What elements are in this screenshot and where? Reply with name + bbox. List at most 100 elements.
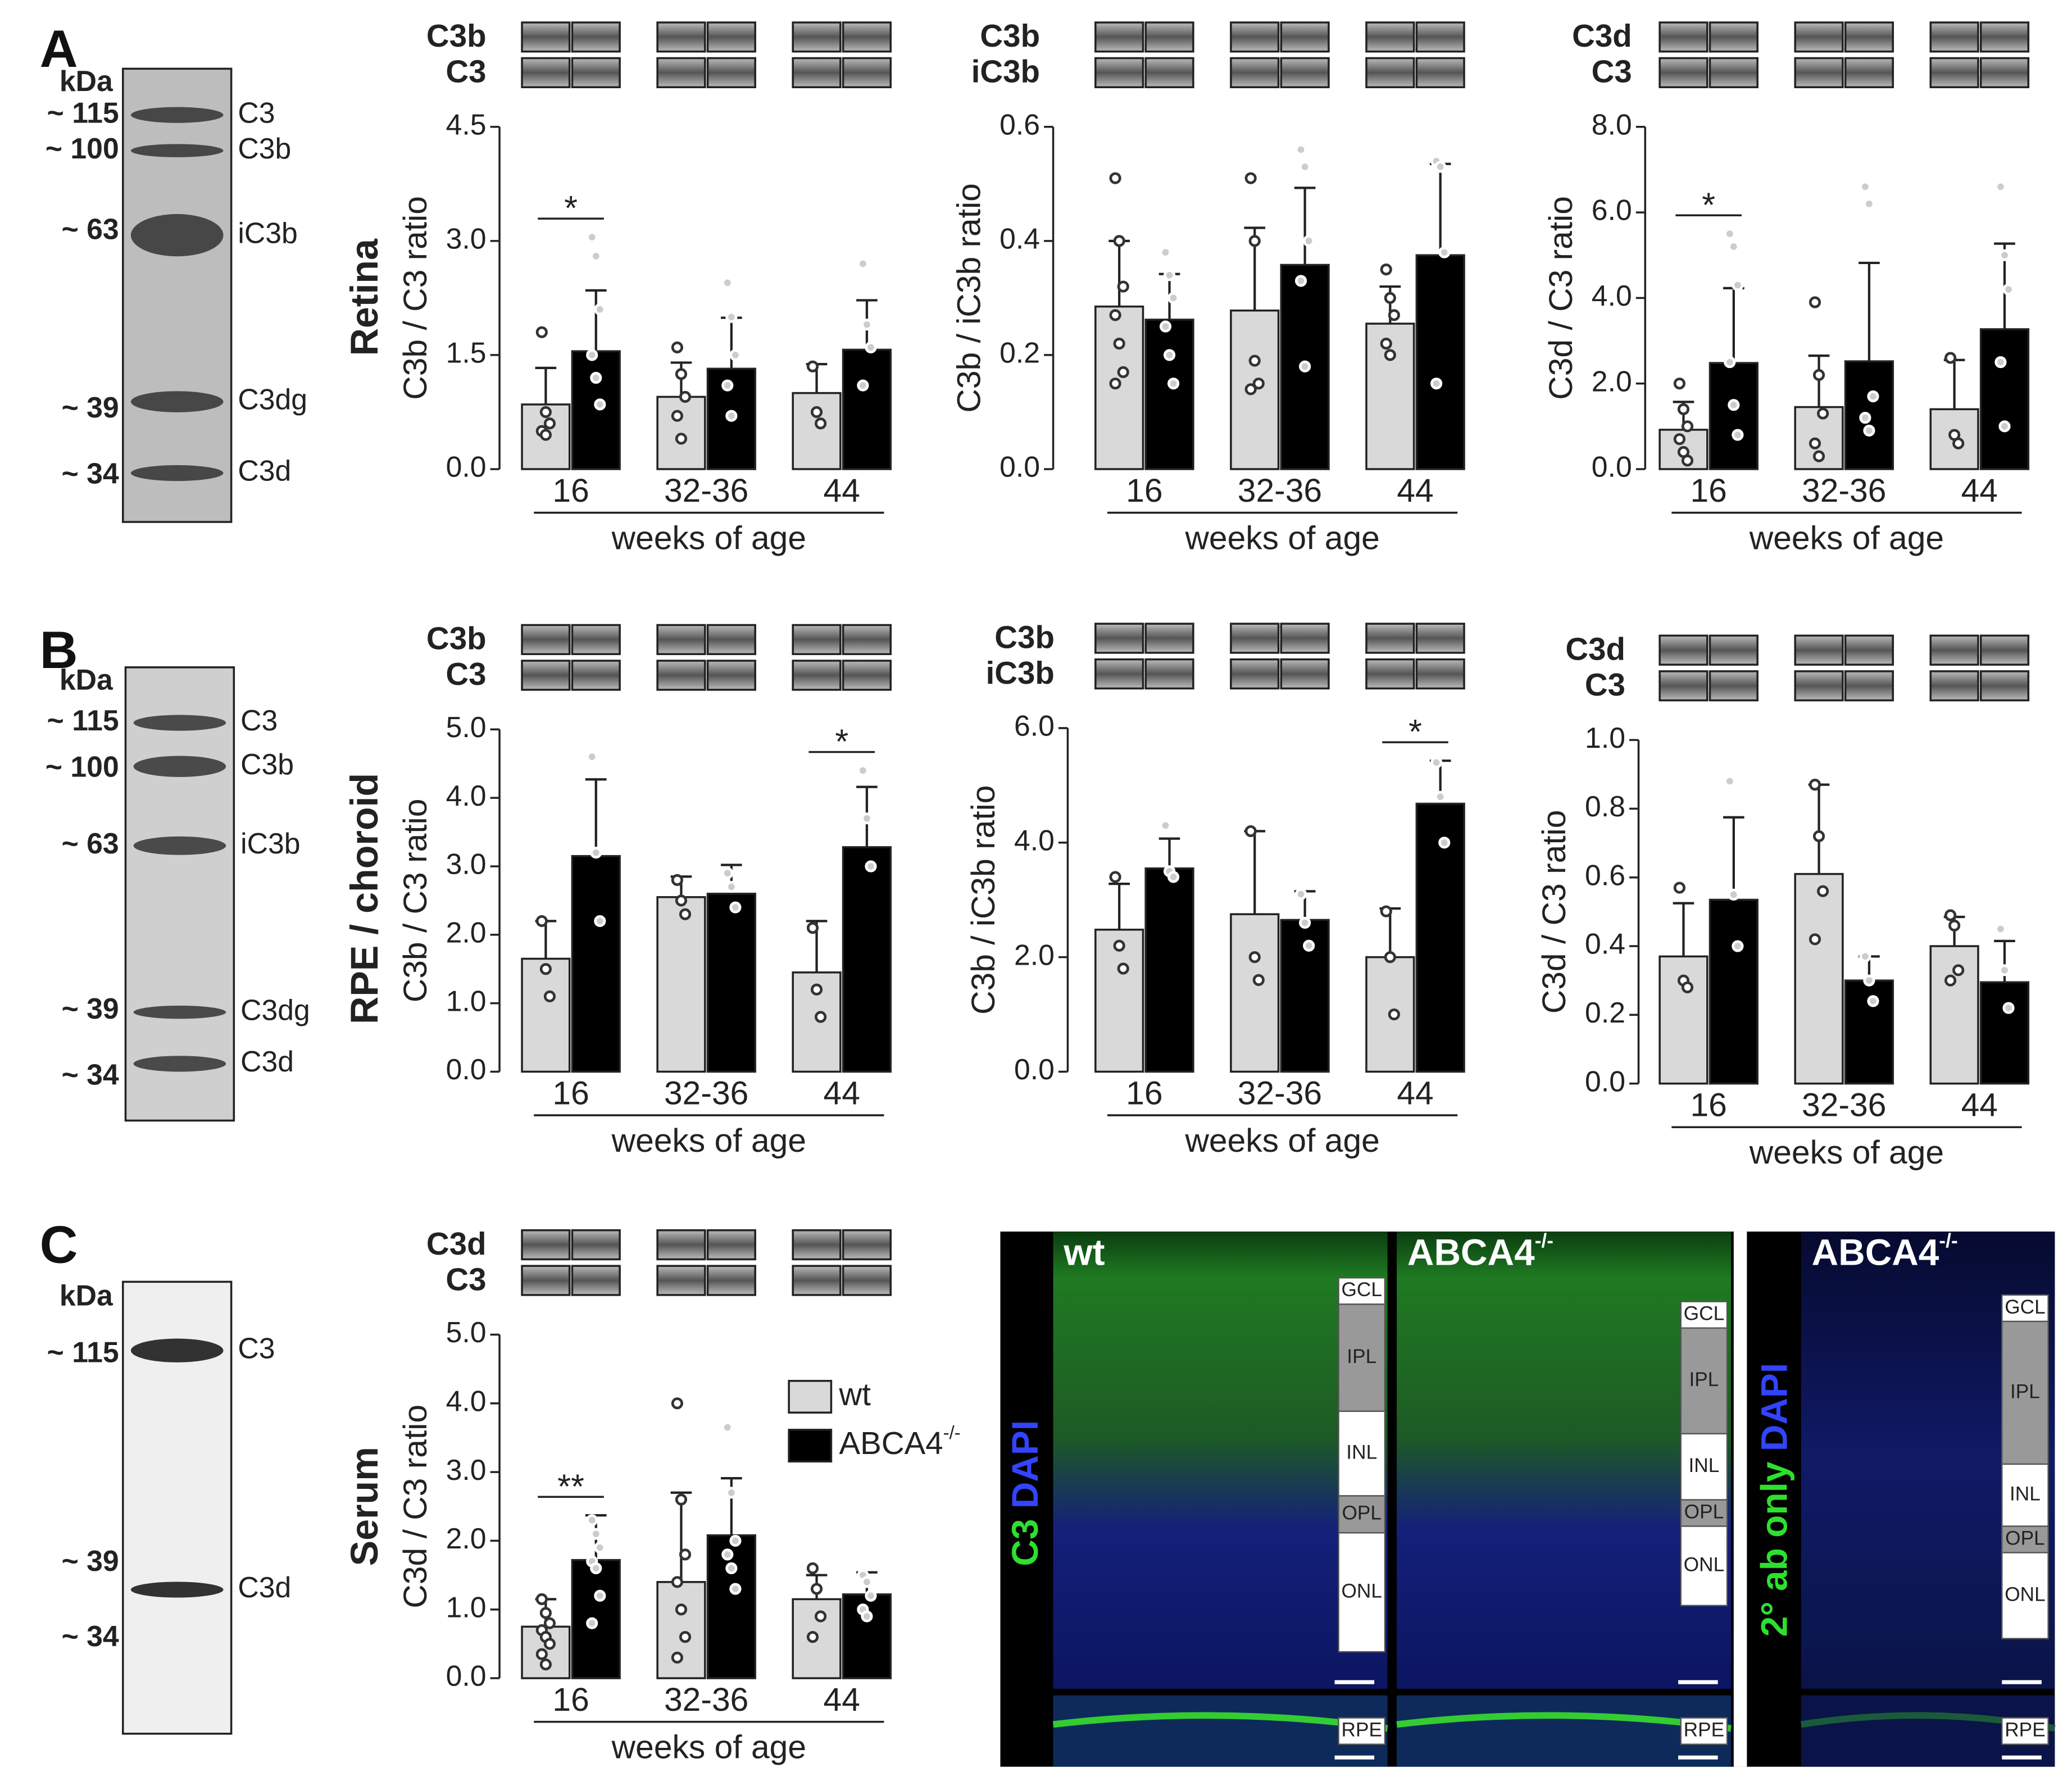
blot-image xyxy=(1144,658,1194,690)
data-point xyxy=(1994,356,2007,369)
data-point xyxy=(1859,180,1871,193)
bar xyxy=(571,855,621,1073)
y-tick-label: 4.0 xyxy=(446,1384,487,1417)
data-point xyxy=(671,410,684,422)
y-tick-label: 0.4 xyxy=(999,222,1040,255)
data-point xyxy=(1681,455,1694,467)
y-tick-label: 1.0 xyxy=(1585,721,1625,754)
blot-label: C3d xyxy=(426,1226,487,1261)
y-tick-label: 4.5 xyxy=(446,108,487,140)
data-point xyxy=(1952,964,1965,976)
significance-label: * xyxy=(564,189,578,227)
blot-image xyxy=(842,624,892,655)
band-label: C3b xyxy=(240,748,294,780)
y-axis-label: C3d / C3 ratio xyxy=(1536,810,1573,1014)
data-point xyxy=(861,319,873,331)
data-point xyxy=(1434,790,1447,803)
x-tick-label: 32-36 xyxy=(1802,1087,1886,1123)
y-tick-label: 3.0 xyxy=(446,848,487,880)
data-point xyxy=(539,1658,552,1671)
blot-label: C3 xyxy=(1585,667,1625,702)
y-tick-label: 5.0 xyxy=(446,711,487,743)
error-bar xyxy=(535,366,557,405)
blot-image xyxy=(1280,623,1330,654)
blot-image xyxy=(706,1265,756,1296)
data-point xyxy=(535,326,548,338)
kda-marker: ~ 100 xyxy=(46,751,119,783)
data-point xyxy=(806,360,819,372)
blot-image xyxy=(1365,57,1415,88)
x-tick-label: 44 xyxy=(824,1075,860,1111)
blot-image xyxy=(1094,57,1144,88)
data-point xyxy=(1944,974,1957,987)
bar xyxy=(1144,867,1194,1073)
data-point xyxy=(1732,940,1744,952)
band-label: iC3b xyxy=(238,216,297,249)
data-point xyxy=(725,1487,738,1499)
layer-box xyxy=(2001,1463,2049,1527)
data-point xyxy=(586,1617,598,1629)
data-point xyxy=(1163,269,1176,281)
layer-label: GCL xyxy=(1342,1279,1383,1301)
bar xyxy=(1709,362,1759,470)
blot-image xyxy=(1280,658,1330,690)
data-point xyxy=(590,1528,602,1540)
layer-box xyxy=(1338,1532,1386,1653)
data-point xyxy=(1109,172,1121,184)
kda-marker: ~ 34 xyxy=(62,1620,119,1652)
legend-swatch xyxy=(788,1380,833,1414)
data-point xyxy=(535,1593,548,1605)
error-bar xyxy=(585,289,607,352)
kda-title: kDa xyxy=(60,1279,113,1311)
data-point xyxy=(857,257,869,270)
data-point xyxy=(810,1583,823,1595)
blot-image xyxy=(1658,634,1709,666)
layer-label: IPL xyxy=(2010,1380,2040,1402)
x-tick-label: 32-36 xyxy=(664,473,748,509)
blot-image xyxy=(521,624,571,655)
blot-image xyxy=(1979,670,2030,702)
blot-image xyxy=(706,660,756,691)
data-point xyxy=(1109,378,1121,390)
layer-box xyxy=(2001,1552,2049,1639)
data-point xyxy=(1944,909,1957,921)
significance-label: * xyxy=(835,723,848,761)
data-point xyxy=(861,1576,873,1588)
data-point xyxy=(1728,399,1740,411)
kda-title: kDa xyxy=(60,663,113,696)
band-label: C3d xyxy=(240,1045,294,1078)
layer-label: INL xyxy=(1688,1455,1719,1476)
data-point xyxy=(1384,292,1396,304)
layer-box xyxy=(1680,1717,1728,1745)
data-point xyxy=(1809,437,1821,449)
layer-box xyxy=(1338,1495,1386,1534)
blot-image xyxy=(792,624,842,655)
data-point xyxy=(1681,981,1694,993)
gel-band xyxy=(130,465,224,481)
blot-image xyxy=(1230,21,1280,53)
x-axis-label: weeks of age xyxy=(1184,520,1379,556)
data-point xyxy=(1294,888,1307,901)
data-point xyxy=(539,963,552,975)
data-point xyxy=(1434,161,1447,173)
bar xyxy=(792,392,842,470)
data-point xyxy=(721,379,734,392)
data-point xyxy=(1380,263,1392,276)
micrograph xyxy=(1397,1232,1732,1689)
blot-image xyxy=(1094,21,1144,53)
x-axis-label: weeks of age xyxy=(1184,1123,1379,1159)
gel-band xyxy=(133,1005,226,1019)
data-point xyxy=(1728,888,1740,901)
error-bar xyxy=(1723,287,1744,364)
data-point xyxy=(1812,450,1825,462)
x-axis-label: weeks of age xyxy=(611,1729,806,1766)
layer-label: RPE xyxy=(1342,1719,1383,1741)
bar xyxy=(706,892,756,1073)
blot-image xyxy=(1365,21,1415,53)
data-point xyxy=(675,894,688,907)
blot-image xyxy=(1144,57,1194,88)
data-point xyxy=(1952,437,1965,449)
blot-image xyxy=(1144,623,1194,654)
data-point xyxy=(675,368,688,380)
blot-image xyxy=(842,1265,892,1296)
